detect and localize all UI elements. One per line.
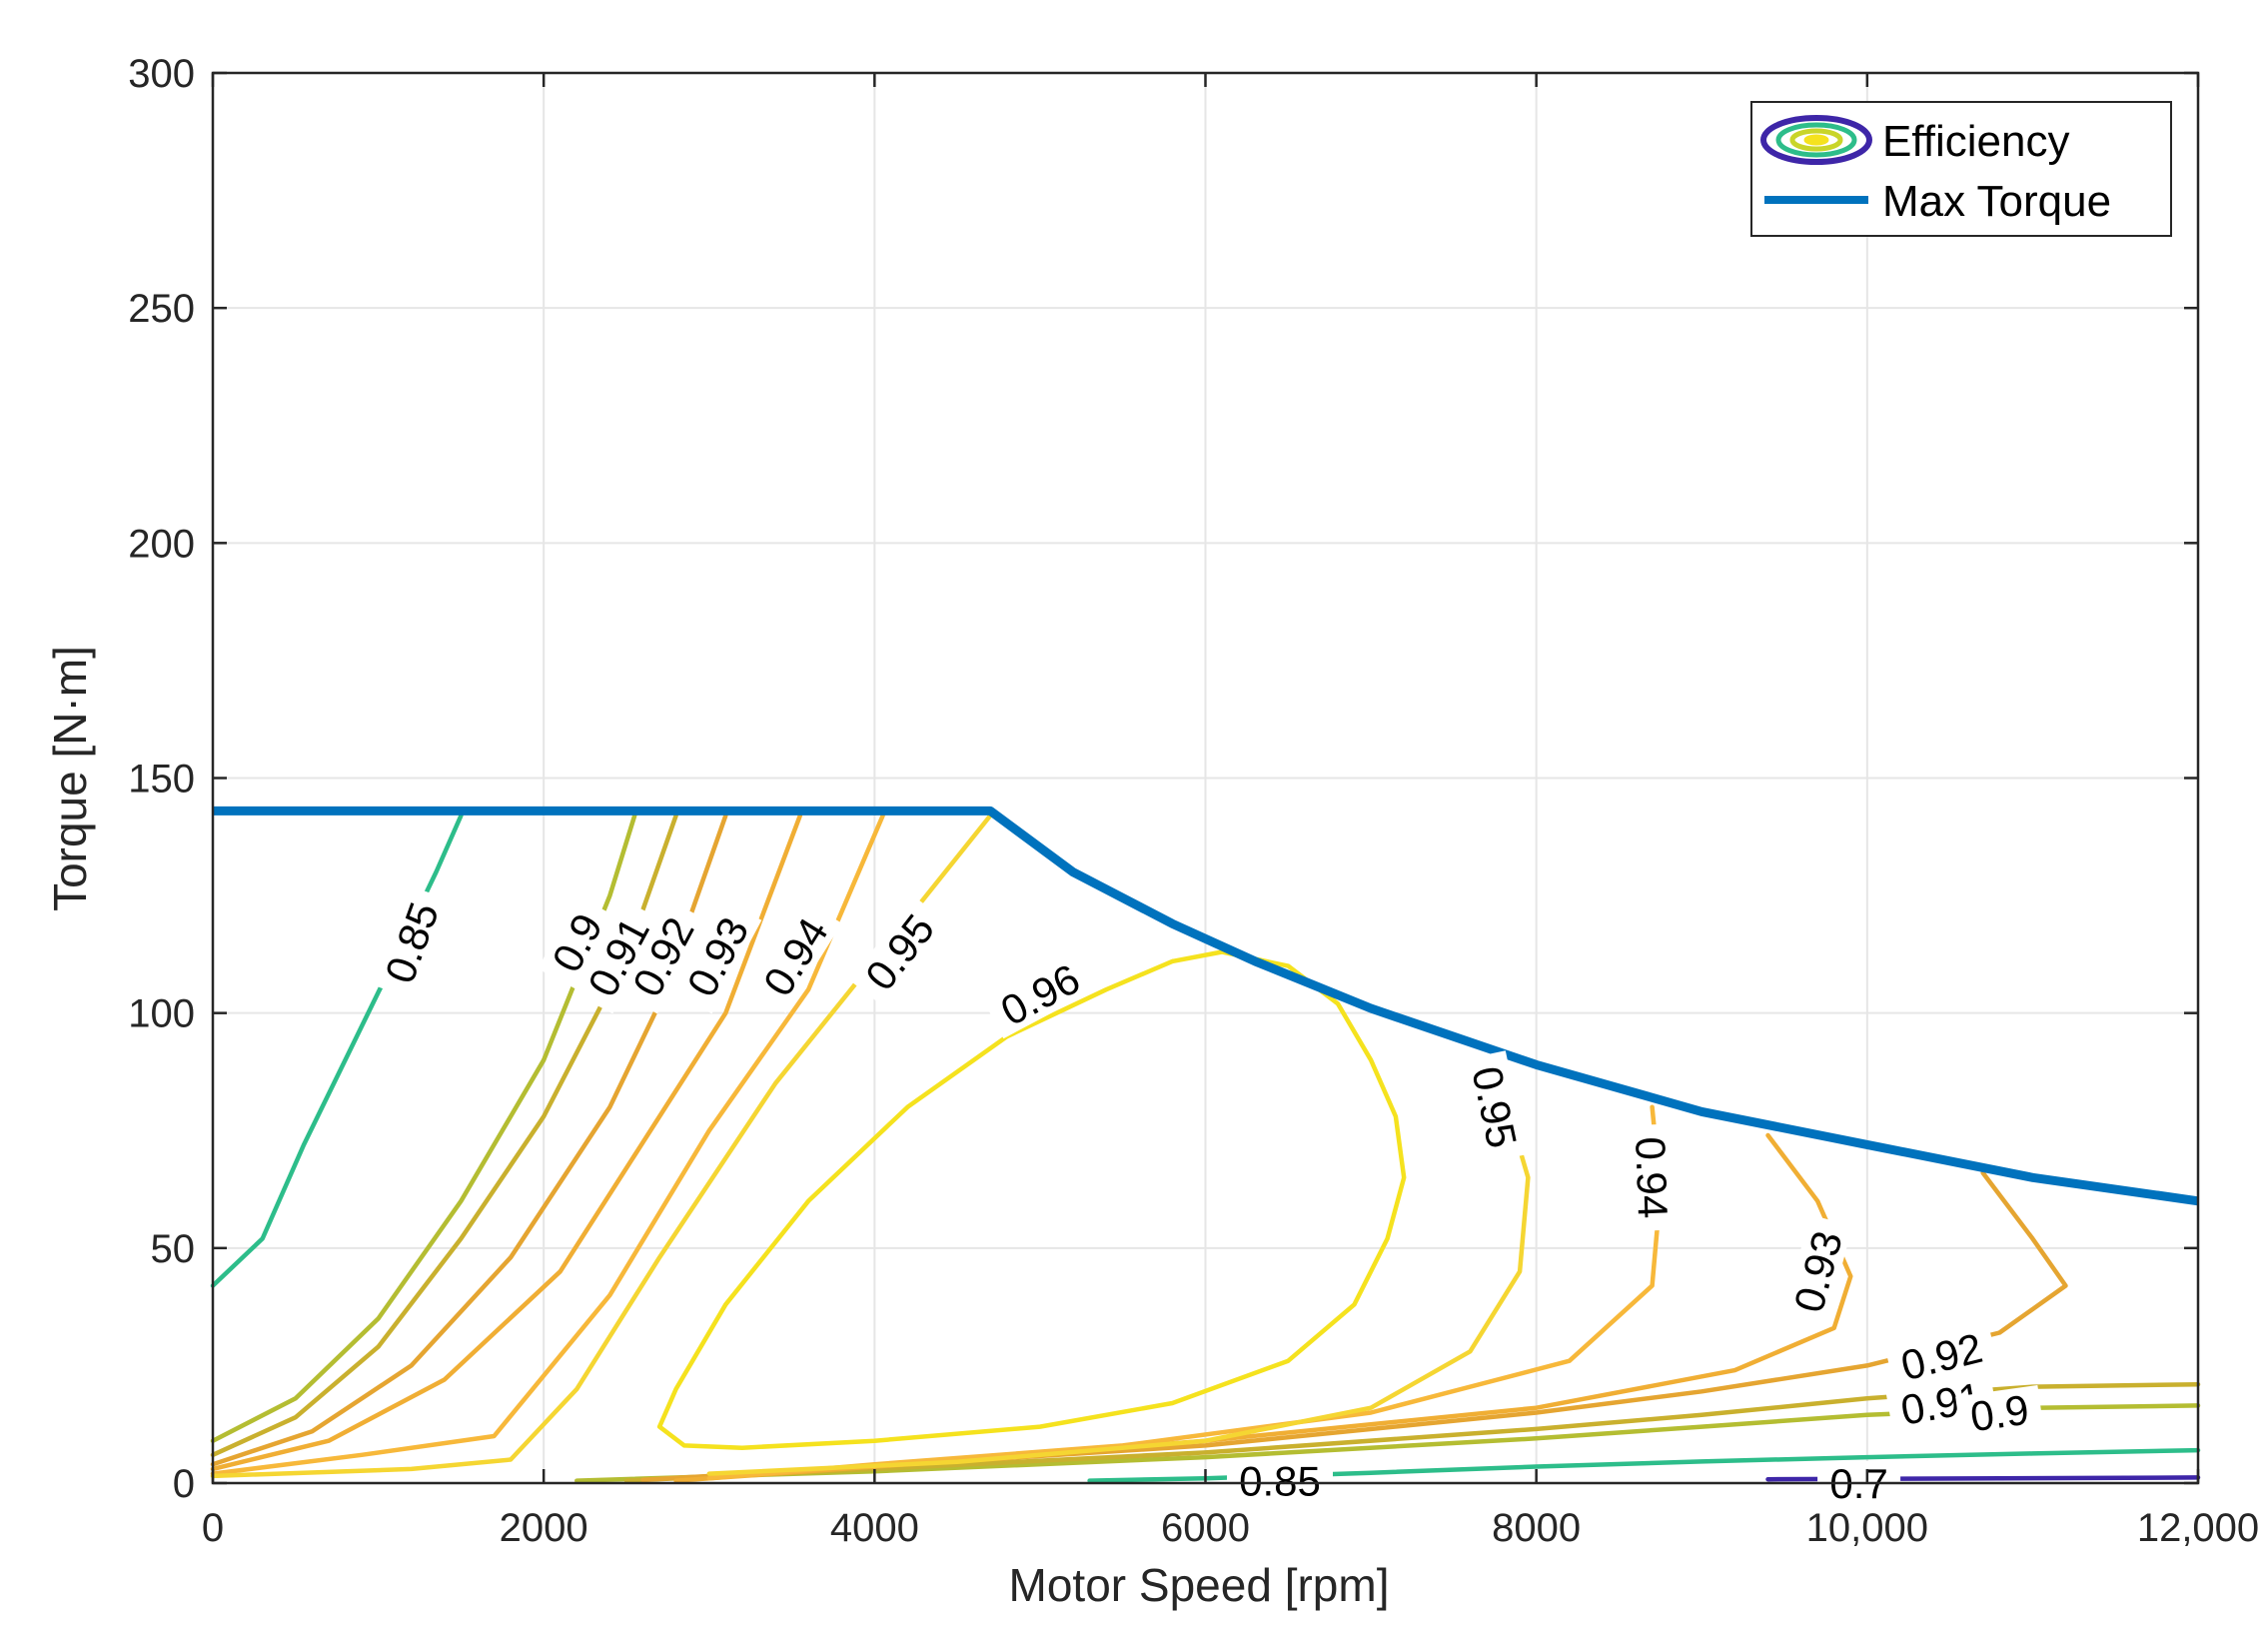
contour-label-bg (573, 899, 663, 1014)
max-torque-series (213, 806, 2199, 1206)
contour-line-0-94 (210, 813, 885, 1476)
contour-line-0-95 (706, 1090, 1531, 1476)
x-tick-label: 4000 (830, 1506, 919, 1550)
x-tick-label: 10,000 (1806, 1506, 1928, 1550)
contour-label-bg (1628, 1123, 1677, 1232)
y-tick-labels: 0 50 100 150 200 250 300 (128, 52, 195, 1506)
legend-max-torque-label: Max Torque (1882, 177, 2111, 226)
contour-label-bg (618, 899, 707, 1014)
legend-efficiency-icon (1760, 115, 1872, 165)
axis-ticks (211, 71, 2200, 1485)
contour-line-0-9 (210, 813, 637, 1443)
legend-efficiency-label: Efficiency (1882, 117, 2070, 166)
contour-label: 0.85 (1239, 1458, 1321, 1505)
x-axis-title: Motor Speed [rpm] (1009, 1559, 1390, 1611)
contour-label-bg (1884, 1321, 1999, 1391)
x-tick-label: 6000 (1161, 1506, 1250, 1550)
contour-label-bg (672, 899, 762, 1014)
contour-label-bg (1462, 1050, 1528, 1164)
contour-label-bg (1782, 1214, 1853, 1329)
y-tick-label: 150 (128, 758, 195, 802)
x-tick-label: 0 (202, 1506, 224, 1550)
contour-label-bg (849, 896, 950, 1007)
contour-label-bg (372, 884, 451, 1000)
legend: Efficiency Max Torque (1750, 101, 2172, 237)
contour-label-group: 0.9 (1955, 1384, 2044, 1441)
y-tick-label: 250 (128, 287, 195, 331)
contour-label-bg (982, 949, 1098, 1039)
max-torque-line (213, 806, 2199, 1206)
contour-line-0-96 (656, 949, 1407, 1450)
contour-label-bg (748, 899, 842, 1013)
y-tick-label: 100 (128, 992, 195, 1036)
contour-line-0-85 (210, 813, 464, 1288)
contour-label: 0.9 (1967, 1386, 2031, 1441)
contour-line-0-91 (623, 1381, 2201, 1483)
y-tick-label: 200 (128, 522, 195, 566)
contour-label-bg (1955, 1384, 2044, 1441)
contour-label-bg (1227, 1458, 1333, 1503)
x-tick-label: 12,000 (2137, 1506, 2259, 1550)
contour-label-group: 0.85 (1227, 1458, 1333, 1505)
y-tick-label: 0 (173, 1462, 195, 1506)
contour-label-bg (538, 895, 616, 990)
x-tick-label: 8000 (1492, 1506, 1581, 1550)
y-tick-label: 300 (128, 52, 195, 96)
contour-line-0-93 (210, 813, 803, 1472)
y-axis-title: Torque [N·m] (44, 646, 96, 911)
x-tick-label: 2000 (500, 1506, 588, 1550)
contour-label-group: 0.94 (1627, 1123, 1677, 1232)
contour-label: 0.94 (1627, 1136, 1677, 1219)
y-tick-label: 50 (151, 1227, 196, 1271)
x-tick-labels: 0 2000 4000 6000 8000 10,000 12,000 (202, 1506, 2259, 1550)
